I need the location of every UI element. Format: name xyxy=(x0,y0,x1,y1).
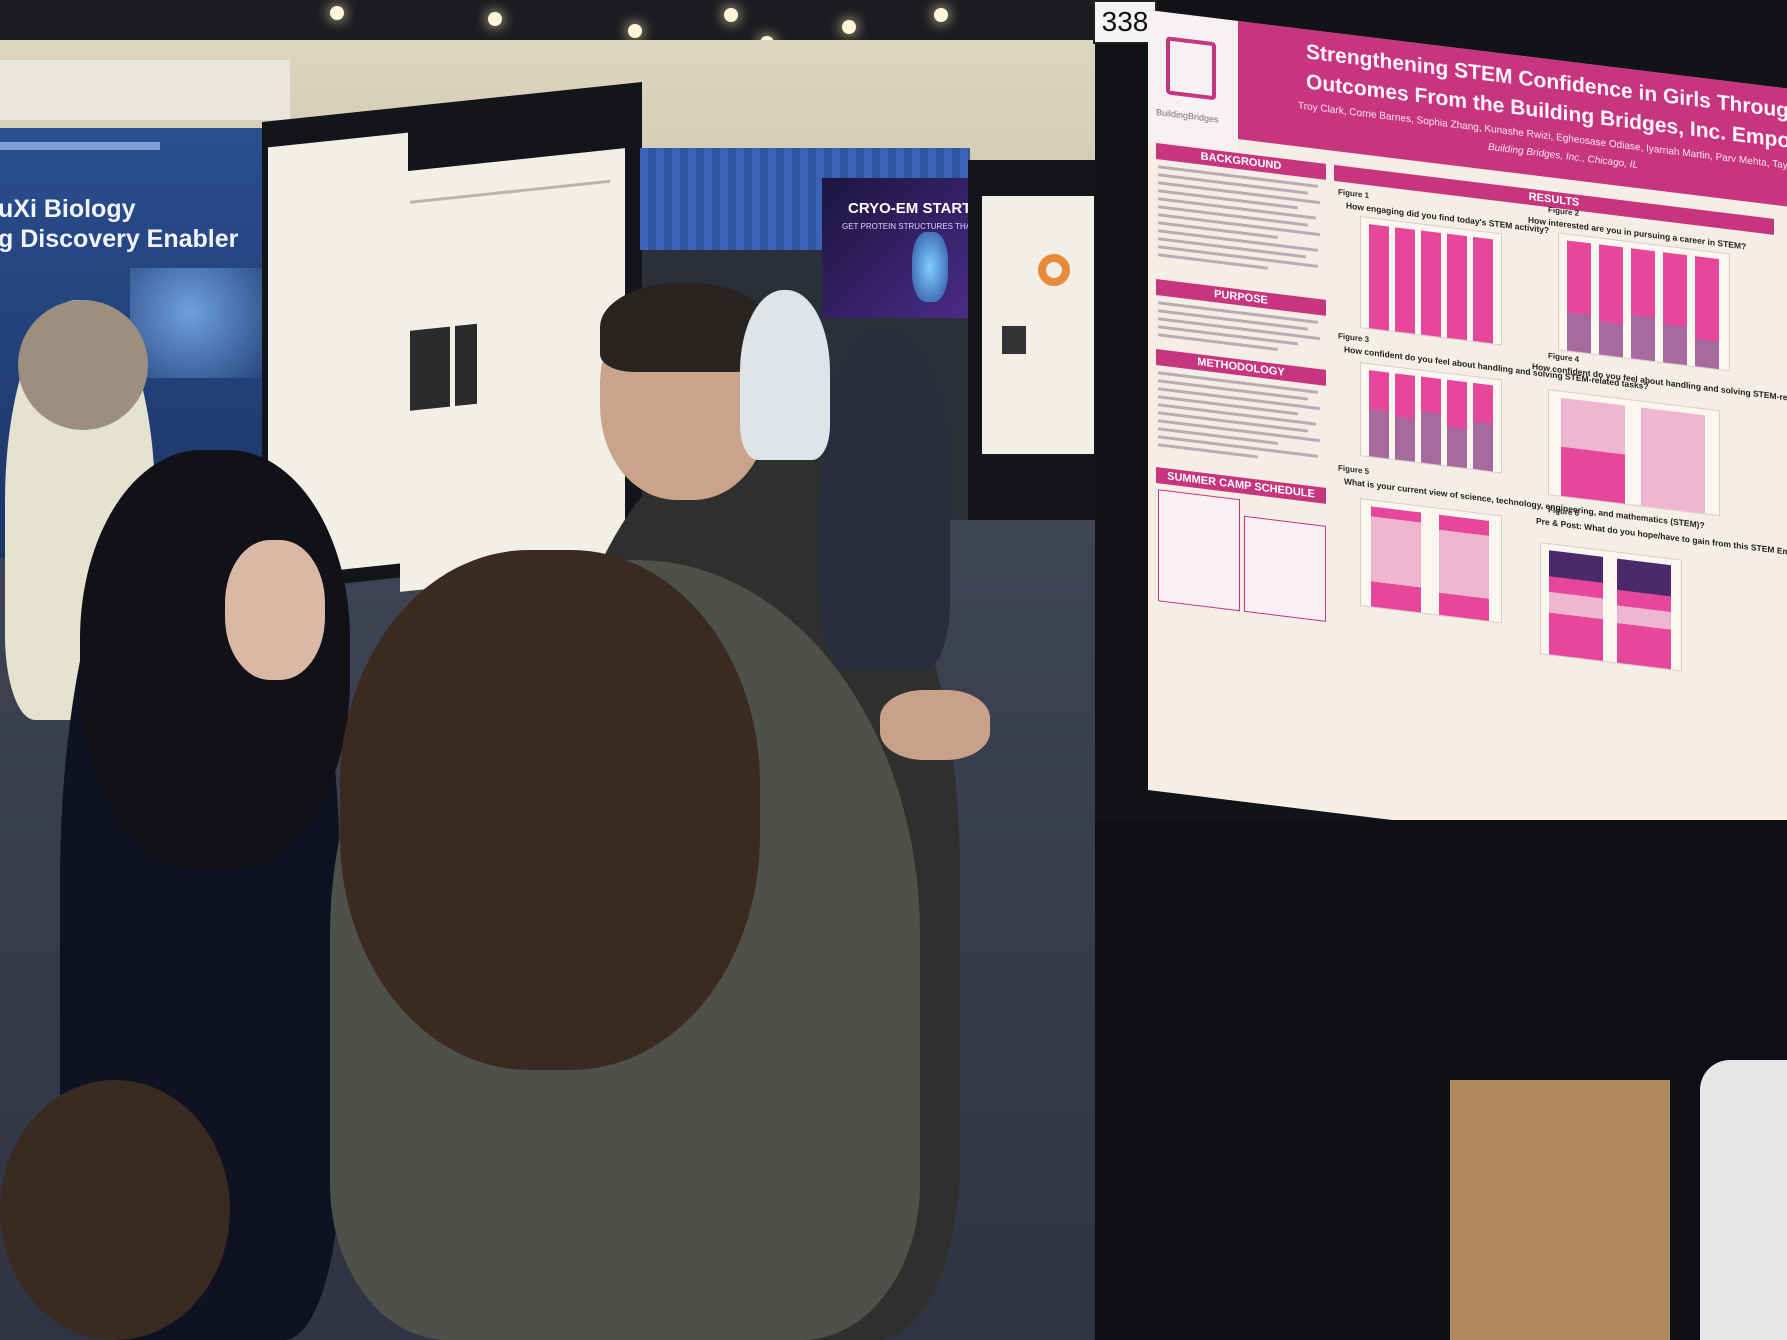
figure-5-plot xyxy=(1360,498,1502,624)
presenter-hand xyxy=(880,690,990,760)
figure-2-bar xyxy=(1663,252,1687,366)
booth-graphic xyxy=(130,268,280,378)
ceiling-light xyxy=(934,8,948,22)
attendee-face xyxy=(225,540,325,680)
cryo-banner-title: CRYO-EM STARTS xyxy=(848,200,982,217)
ceiling-light xyxy=(330,6,344,20)
building-bridges-logo-icon xyxy=(1166,36,1216,101)
main-poster: Strengthening STEM Confidence in Girls T… xyxy=(1148,10,1787,869)
figure-5-bar xyxy=(1371,506,1421,613)
board-number: 338 xyxy=(1101,6,1149,37)
figure-6-bar xyxy=(1549,550,1603,661)
figure-2-bar xyxy=(1695,256,1719,370)
figure-1-bar xyxy=(1421,230,1441,337)
figure-3-bar xyxy=(1395,373,1415,462)
figure-1-bar xyxy=(1447,233,1467,341)
attendee-background-woman xyxy=(820,330,950,670)
board-lower-panel xyxy=(1095,820,1787,1340)
foreground-hair xyxy=(0,1080,230,1340)
figure-4-label: Figure 4 xyxy=(1548,351,1580,364)
foreground-sleeve xyxy=(1700,1060,1787,1340)
figure-3-bar xyxy=(1421,376,1441,465)
attendee-back-hair xyxy=(340,550,760,1070)
attendee-background-man xyxy=(740,290,830,460)
figure-4-bar xyxy=(1641,407,1705,514)
booth-stripe xyxy=(0,142,160,150)
figure-3-bar xyxy=(1447,379,1467,469)
figure-1-plot xyxy=(1360,216,1502,346)
figure-2-bar xyxy=(1631,248,1655,362)
attendee-legs-behind-board xyxy=(1450,1080,1670,1340)
figure-3-bar xyxy=(1473,382,1493,472)
background-text xyxy=(1158,165,1324,281)
poster-right-middle xyxy=(982,196,1094,454)
figure-2-plot xyxy=(1558,232,1730,372)
ceiling-light xyxy=(628,24,642,38)
figure-2-bar xyxy=(1599,244,1623,358)
banner-strip xyxy=(0,60,290,120)
ceiling-light xyxy=(488,12,502,26)
figure-1-bar xyxy=(1369,224,1389,331)
figure-1-bar xyxy=(1473,236,1493,344)
figure-1-label: Figure 1 xyxy=(1338,187,1370,201)
figure-4-plot xyxy=(1548,389,1720,517)
logo-text: BuildingBridges xyxy=(1156,106,1219,125)
figure-5-label: Figure 5 xyxy=(1338,463,1370,477)
figure-3-bar xyxy=(1369,370,1389,459)
figure-2-bar xyxy=(1567,240,1591,354)
figure-3-label: Figure 3 xyxy=(1338,331,1370,345)
figure-1-bar xyxy=(1395,227,1415,334)
booth-title-line2: g Discovery Enabler xyxy=(0,225,239,253)
schedule-table-2 xyxy=(1244,515,1326,622)
figure-3-plot xyxy=(1360,362,1502,474)
schedule-table-1 xyxy=(1158,489,1240,612)
poster-logo: BuildingBridges xyxy=(1148,10,1238,152)
figure-4-bar xyxy=(1561,397,1625,504)
booth-title-line1: uXi Biology xyxy=(0,195,136,223)
figure-5-bar xyxy=(1439,514,1489,621)
board-number-sign: 338 xyxy=(1093,0,1157,44)
poster-middle-right xyxy=(400,148,625,592)
ceiling-light xyxy=(842,20,856,34)
figure-6-plot xyxy=(1540,542,1682,672)
cryo-banner-subtitle: GET PROTEIN STRUCTURES THAT SE xyxy=(842,222,989,231)
cryo-em-banner: CRYO-EM STARTS GET PROTEIN STRUCTURES TH… xyxy=(822,178,988,318)
methodology-text xyxy=(1158,371,1324,471)
figure-6-bar xyxy=(1617,558,1671,670)
ceiling-light xyxy=(724,8,738,22)
attendee-hair xyxy=(18,300,148,430)
